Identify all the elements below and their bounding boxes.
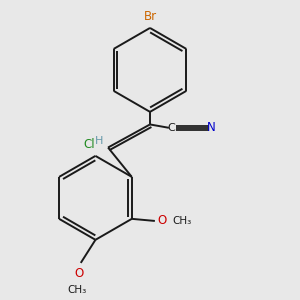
Text: Br: Br xyxy=(143,10,157,23)
Text: CH₃: CH₃ xyxy=(68,285,87,295)
Text: C: C xyxy=(167,123,175,133)
Text: O: O xyxy=(74,267,83,280)
Text: O: O xyxy=(157,214,166,227)
Text: CH₃: CH₃ xyxy=(172,216,192,226)
Text: N: N xyxy=(206,121,215,134)
Text: H: H xyxy=(94,136,103,146)
Text: Cl: Cl xyxy=(83,138,95,151)
